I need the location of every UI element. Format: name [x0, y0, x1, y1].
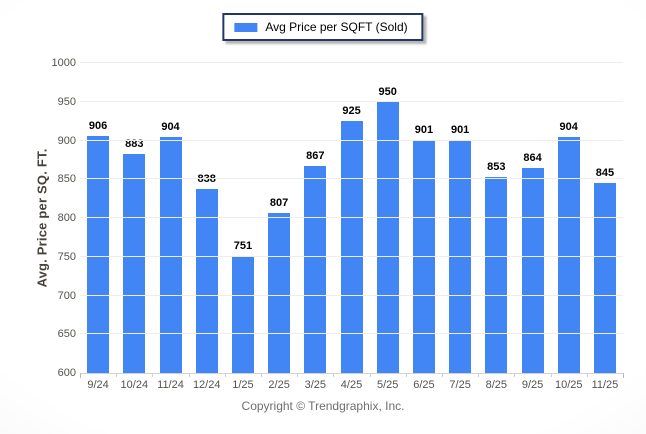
legend: Avg Price per SQFT (Sold)	[222, 13, 424, 41]
y-tick-label: 800	[57, 212, 76, 224]
bar-value-label: 883	[125, 137, 144, 150]
bar-column: 904 10/25	[551, 63, 587, 391]
bar-column: 751 1/25	[225, 63, 261, 391]
y-tick-label: 900	[57, 134, 76, 147]
bar[interactable]	[340, 121, 363, 373]
x-axis-tick	[224, 373, 226, 377]
x-axis-line	[80, 373, 623, 374]
bar-column: 906 9/24	[80, 63, 116, 391]
x-tick-label: 3/25	[304, 379, 327, 391]
x-tick-label: 6/25	[413, 379, 435, 391]
bar-column: 838 12/24	[189, 63, 225, 391]
x-axis-tick	[261, 373, 262, 377]
gridline	[80, 139, 623, 141]
y-tick-label: 950	[57, 95, 76, 108]
bar-column: 925 4/25	[333, 63, 369, 391]
bar[interactable]	[123, 153, 146, 373]
bar-column: 904 11/24	[152, 63, 188, 391]
x-axis-tick	[586, 373, 588, 377]
bar-value-label: 901	[414, 123, 434, 136]
bar[interactable]	[521, 168, 544, 373]
gridline	[80, 294, 623, 296]
x-tick-label: 10/24	[120, 379, 149, 391]
bar-value-label: 925	[342, 105, 361, 118]
x-axis-tick	[405, 373, 407, 377]
bar-column: 807 2/25	[261, 63, 297, 391]
bar-value-label: 906	[88, 119, 108, 132]
x-axis-tick	[333, 373, 335, 377]
bar-value-label: 867	[306, 150, 325, 163]
gridline	[80, 217, 623, 218]
x-tick-label: 5/25	[377, 379, 399, 391]
gridline	[80, 100, 623, 102]
y-axis-tick-labels: 600 650 700 750 800 850 900 950 1000	[0, 57, 76, 379]
bar[interactable]	[485, 176, 508, 373]
bar[interactable]	[304, 166, 327, 373]
bar-value-label: 901	[450, 123, 470, 136]
x-axis-tick	[116, 373, 118, 377]
x-tick-label: 7/25	[449, 379, 471, 391]
x-tick-label: 9/25	[521, 379, 544, 391]
y-tick-label: 700	[57, 289, 76, 302]
x-axis-tick	[297, 373, 299, 377]
bar-column: 883 10/24	[116, 63, 152, 391]
bar-value-label: 845	[595, 167, 615, 180]
bar[interactable]	[195, 188, 218, 373]
x-axis-tick	[80, 373, 81, 378]
x-axis-tick	[188, 373, 190, 377]
x-axis-tick	[369, 373, 371, 377]
bar-value-label: 853	[487, 160, 506, 173]
y-tick-label: 1000	[51, 57, 76, 69]
y-tick-label: 750	[57, 250, 76, 263]
x-axis-tick	[514, 373, 516, 377]
gridline	[80, 333, 623, 335]
bar[interactable]	[159, 137, 182, 373]
bar-value-label: 904	[161, 121, 180, 134]
x-tick-label: 11/25	[591, 379, 619, 391]
bar-column: 864 9/25	[514, 63, 550, 391]
bar[interactable]	[376, 101, 399, 373]
x-axis-tick	[623, 373, 624, 378]
x-axis-tick	[152, 373, 154, 377]
y-tick-label: 650	[57, 328, 76, 341]
bar[interactable]	[87, 135, 110, 373]
bar-value-label: 751	[233, 239, 253, 252]
bar[interactable]	[593, 183, 616, 373]
bar-column: 845 11/25	[587, 63, 623, 391]
bar-column: 853 8/25	[478, 63, 514, 391]
bar-column: 901 6/25	[406, 63, 442, 391]
bar-column: 901 7/25	[442, 63, 478, 391]
bar-column: 950 5/25	[370, 63, 406, 391]
y-tick-label: 850	[57, 173, 76, 186]
bar[interactable]	[557, 137, 580, 373]
gridline	[80, 62, 623, 63]
x-axis-tick	[478, 373, 480, 377]
plot-area: 906 9/24 883 10/24 904 11/24 838 12/24 751 1/25 80…	[80, 62, 624, 391]
copyright-text: Copyright © Trendgraphix, Inc.	[241, 399, 405, 413]
x-tick-label: 9/24	[87, 379, 109, 391]
gridline	[80, 255, 623, 257]
bar[interactable]	[268, 212, 291, 373]
bar-column: 867 3/25	[297, 63, 333, 391]
y-tick-label: 600	[57, 367, 76, 379]
x-tick-label: 12/24	[192, 379, 221, 391]
x-tick-label: 2/25	[268, 379, 290, 391]
x-axis-tick	[550, 373, 552, 377]
x-tick-label: 10/25	[554, 379, 583, 391]
x-tick-label: 1/25	[232, 379, 254, 391]
legend-swatch	[234, 22, 258, 32]
x-axis-tick	[442, 373, 443, 377]
gridline	[80, 178, 623, 180]
legend-label: Avg Price per SQFT (Sold)	[265, 20, 408, 34]
bar-value-label: 864	[523, 152, 542, 165]
x-tick-label: 4/25	[340, 379, 363, 391]
bar-value-label: 950	[378, 85, 397, 98]
x-tick-label: 8/25	[485, 379, 508, 391]
bar-value-label: 807	[269, 196, 289, 209]
bar-value-label: 904	[559, 121, 578, 134]
bar[interactable]	[231, 255, 254, 373]
x-tick-label: 11/24	[157, 379, 184, 391]
